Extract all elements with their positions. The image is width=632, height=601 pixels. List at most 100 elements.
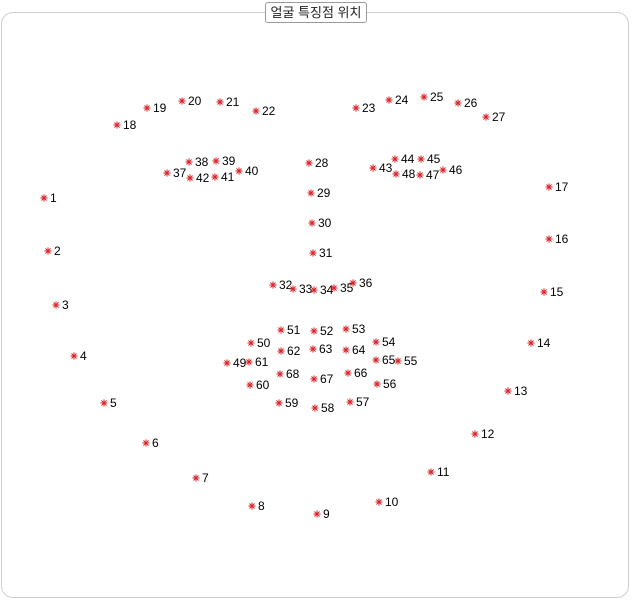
point-marker-25	[420, 93, 428, 101]
point-marker-62	[277, 347, 285, 355]
point-label-59: 59	[285, 396, 299, 410]
point-marker-33	[289, 285, 297, 293]
point-label-60: 60	[256, 378, 270, 392]
point-marker-60	[246, 381, 254, 389]
point-marker-66	[344, 369, 352, 377]
point-marker-10	[375, 498, 383, 506]
point-label-28: 28	[315, 156, 329, 170]
point-label-48: 48	[402, 167, 416, 181]
point-label-4: 4	[80, 349, 87, 363]
point-marker-36	[349, 279, 357, 287]
chart-title: 얼굴 특징점 위치	[264, 2, 368, 23]
point-label-17: 17	[555, 180, 569, 194]
point-marker-63	[309, 345, 317, 353]
point-label-26: 26	[464, 96, 478, 110]
point-label-52: 52	[320, 324, 334, 338]
point-marker-37	[163, 169, 171, 177]
point-marker-34	[310, 286, 318, 294]
point-label-21: 21	[226, 95, 240, 109]
point-label-44: 44	[401, 152, 415, 166]
point-marker-68	[276, 370, 284, 378]
point-label-19: 19	[153, 101, 167, 115]
point-marker-44	[391, 155, 399, 163]
point-marker-1	[40, 194, 48, 202]
point-label-13: 13	[514, 384, 528, 398]
point-marker-38	[185, 158, 193, 166]
point-label-2: 2	[54, 244, 61, 258]
point-label-55: 55	[404, 354, 418, 368]
point-marker-51	[277, 326, 285, 334]
point-marker-7	[192, 474, 200, 482]
point-marker-23	[352, 104, 360, 112]
point-marker-67	[310, 375, 318, 383]
point-label-36: 36	[359, 276, 373, 290]
point-marker-50	[247, 339, 255, 347]
point-label-56: 56	[383, 377, 397, 391]
point-label-14: 14	[537, 336, 551, 350]
point-marker-3	[52, 301, 60, 309]
point-marker-18	[113, 121, 121, 129]
point-marker-4	[70, 352, 78, 360]
point-marker-32	[269, 281, 277, 289]
point-marker-53	[342, 325, 350, 333]
point-marker-2	[44, 247, 52, 255]
point-marker-11	[427, 468, 435, 476]
point-marker-41	[211, 173, 219, 181]
point-label-62: 62	[287, 344, 301, 358]
point-marker-16	[545, 235, 553, 243]
point-marker-6	[142, 439, 150, 447]
point-marker-59	[275, 399, 283, 407]
point-marker-47	[416, 171, 424, 179]
point-marker-42	[186, 174, 194, 182]
point-marker-55	[394, 357, 402, 365]
point-label-41: 41	[221, 170, 235, 184]
point-label-3: 3	[62, 298, 69, 312]
point-marker-14	[527, 339, 535, 347]
point-marker-13	[504, 387, 512, 395]
point-label-6: 6	[152, 436, 159, 450]
point-marker-22	[252, 107, 260, 115]
point-marker-46	[439, 166, 447, 174]
point-label-22: 22	[262, 104, 276, 118]
point-label-47: 47	[426, 168, 440, 182]
point-label-8: 8	[258, 499, 265, 513]
point-marker-5	[100, 399, 108, 407]
point-label-67: 67	[320, 372, 334, 386]
point-label-64: 64	[352, 343, 366, 357]
point-label-30: 30	[318, 216, 332, 230]
point-marker-52	[310, 327, 318, 335]
point-label-5: 5	[110, 396, 117, 410]
point-marker-24	[385, 96, 393, 104]
point-label-27: 27	[492, 110, 506, 124]
point-label-10: 10	[385, 495, 399, 509]
point-marker-56	[373, 380, 381, 388]
point-label-37: 37	[173, 166, 187, 180]
plot-frame	[1, 12, 629, 598]
point-marker-61	[245, 358, 253, 366]
point-label-42: 42	[196, 171, 210, 185]
point-marker-65	[372, 356, 380, 364]
point-label-9: 9	[323, 507, 330, 521]
point-label-43: 43	[379, 161, 393, 175]
point-label-32: 32	[279, 278, 293, 292]
point-label-12: 12	[481, 427, 495, 441]
point-label-39: 39	[222, 154, 236, 168]
point-label-23: 23	[362, 101, 376, 115]
point-marker-45	[417, 155, 425, 163]
point-label-68: 68	[286, 367, 300, 381]
point-label-35: 35	[340, 281, 354, 295]
point-marker-8	[248, 502, 256, 510]
point-marker-28	[305, 159, 313, 167]
point-label-54: 54	[382, 335, 396, 349]
point-marker-27	[482, 113, 490, 121]
point-marker-64	[342, 346, 350, 354]
point-label-46: 46	[449, 163, 463, 177]
point-label-45: 45	[427, 152, 441, 166]
point-marker-21	[216, 98, 224, 106]
point-marker-39	[212, 157, 220, 165]
point-marker-20	[178, 97, 186, 105]
point-marker-31	[309, 249, 317, 257]
point-label-31: 31	[319, 246, 333, 260]
chart-title-wrap: 얼굴 특징점 위치	[0, 2, 632, 23]
